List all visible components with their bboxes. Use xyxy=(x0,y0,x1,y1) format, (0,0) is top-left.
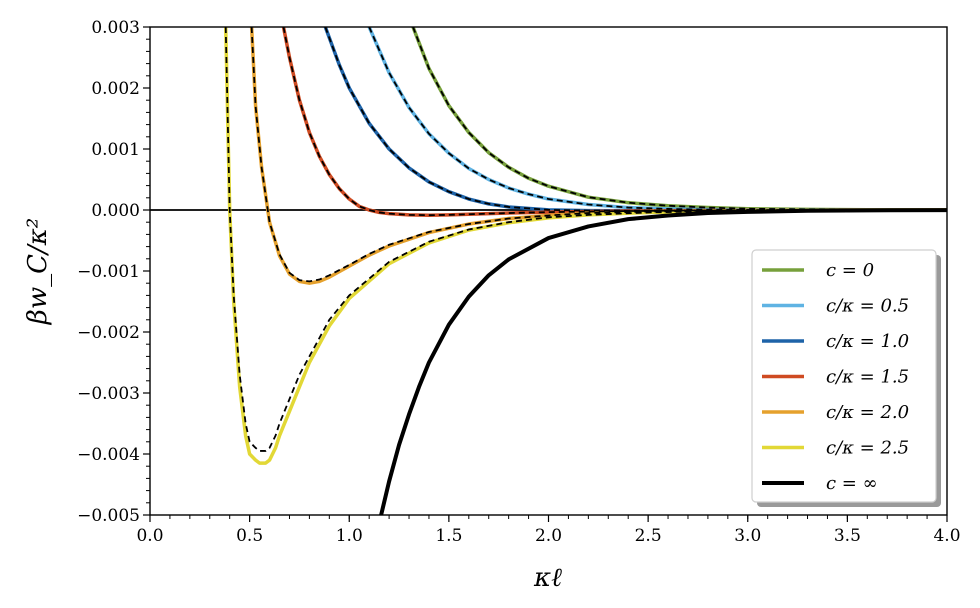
legend-label-1: c/κ = 0.5 xyxy=(826,296,909,317)
x-tick-label: 2.0 xyxy=(535,526,562,546)
legend-label-4: c/κ = 2.0 xyxy=(826,402,909,423)
x-tick-label: 2.5 xyxy=(635,526,662,546)
y-tick-label: −0.005 xyxy=(77,506,140,526)
y-tick-label: −0.001 xyxy=(77,262,140,282)
x-axis-label: κℓ xyxy=(533,563,562,593)
y-tick-label: −0.004 xyxy=(77,445,140,465)
legend-label-5: c/κ = 2.5 xyxy=(826,438,909,459)
dashed-fit-line-3 xyxy=(282,27,947,217)
x-tick-label: 3.5 xyxy=(834,526,861,546)
y-tick-label: 0.003 xyxy=(91,18,140,38)
y-tick-label: −0.003 xyxy=(77,384,140,404)
legend-box xyxy=(751,249,937,503)
legend-label-2: c/κ = 1.0 xyxy=(826,331,909,352)
dashed-fit-line-5 xyxy=(224,27,947,452)
legend-label-6: c = ∞ xyxy=(826,473,878,494)
dashed-fit-layer xyxy=(224,27,947,452)
y-tick-label: 0.000 xyxy=(91,201,140,221)
dashed-fit-line-0 xyxy=(412,27,947,211)
legend-label-0: c = 0 xyxy=(826,260,874,281)
x-tick-label: 0.0 xyxy=(136,526,163,546)
x-tick-label: 1.5 xyxy=(435,526,462,546)
x-tick-label: 1.0 xyxy=(336,526,363,546)
ticks-layer: 0.0 0.5 1.0 1.5 2.0 2.5 3.0 3.5 4.0 0.003 0.002 0.0… xyxy=(77,18,960,546)
dashed-fit-line-2 xyxy=(324,27,947,212)
y-tick-label: 0.002 xyxy=(91,79,140,99)
x-tick-label: 3.0 xyxy=(734,526,761,546)
y-axis-label: βw_C/κ² xyxy=(23,218,53,325)
y-tick-label: −0.002 xyxy=(77,323,140,343)
x-tick-label: 0.5 xyxy=(236,526,263,546)
legend-label-3: c/κ = 1.5 xyxy=(826,367,909,388)
y-tick-label: 0.001 xyxy=(91,140,140,160)
legend: c = 0 c/κ = 0.5 c/κ = 1.0 c/κ = 1.5 c/κ = 2.… xyxy=(751,249,941,507)
series-line-6 xyxy=(379,208,947,515)
x-tick-label: 4.0 xyxy=(933,526,960,546)
